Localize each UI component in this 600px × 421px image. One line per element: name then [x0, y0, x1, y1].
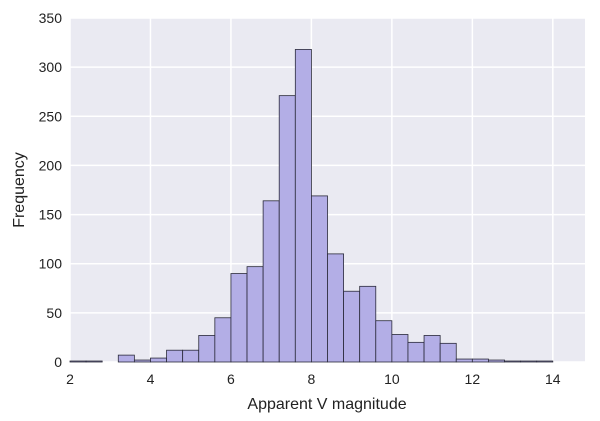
histogram-bar — [262, 200, 280, 363]
x-axis-ticks: 2 4 6 8 10 12 14 — [66, 371, 561, 387]
y-tick-label: 100 — [39, 256, 63, 272]
histogram-bar — [166, 349, 184, 363]
histogram-bar — [69, 360, 87, 363]
histogram-bar — [343, 290, 361, 363]
histogram-bars — [69, 49, 554, 363]
histogram-bar — [391, 334, 409, 363]
histogram-bar — [520, 360, 538, 363]
x-tick-label: 6 — [227, 371, 235, 387]
histogram-bar — [230, 273, 248, 363]
histogram-bar — [294, 49, 312, 363]
histogram-bar — [150, 357, 167, 363]
x-tick-label: 8 — [308, 371, 316, 387]
histogram-bar — [311, 195, 328, 363]
histogram-bar — [327, 253, 344, 363]
histogram-bar — [471, 358, 489, 363]
histogram-bar — [133, 359, 151, 363]
histogram-bar — [214, 317, 232, 363]
histogram-bar — [246, 266, 264, 363]
y-tick-label: 350 — [39, 10, 63, 26]
histogram-bar — [504, 360, 522, 363]
histogram-bar — [488, 359, 505, 363]
x-tick-label: 10 — [384, 371, 400, 387]
histogram-bar — [455, 358, 473, 363]
y-tick-label: 150 — [39, 207, 63, 223]
y-axis-ticks: 0 50 100 150 200 250 300 350 — [39, 10, 63, 370]
histogram-bar — [439, 342, 457, 363]
histogram-bar — [117, 354, 135, 363]
x-tick-label: 14 — [545, 371, 561, 387]
y-tick-label: 200 — [39, 157, 63, 173]
y-axis-label: Frequency — [11, 152, 28, 228]
histogram-bar — [198, 335, 216, 363]
y-tick-label: 0 — [54, 354, 62, 370]
histogram-bar — [359, 285, 377, 363]
x-tick-label: 2 — [66, 371, 74, 387]
x-tick-label: 4 — [147, 371, 155, 387]
histogram-bar — [278, 95, 296, 363]
histogram-bar — [85, 360, 103, 363]
histogram-bar — [182, 349, 200, 363]
x-axis-label: Apparent V magnitude — [247, 396, 406, 413]
y-tick-label: 50 — [46, 305, 62, 321]
histogram-bar — [536, 360, 554, 363]
histogram-bar — [423, 335, 441, 363]
x-tick-label: 12 — [465, 371, 481, 387]
histogram-bar — [375, 320, 393, 363]
y-tick-label: 250 — [39, 108, 63, 124]
histogram-bar — [407, 341, 425, 363]
y-tick-label: 300 — [39, 59, 63, 75]
